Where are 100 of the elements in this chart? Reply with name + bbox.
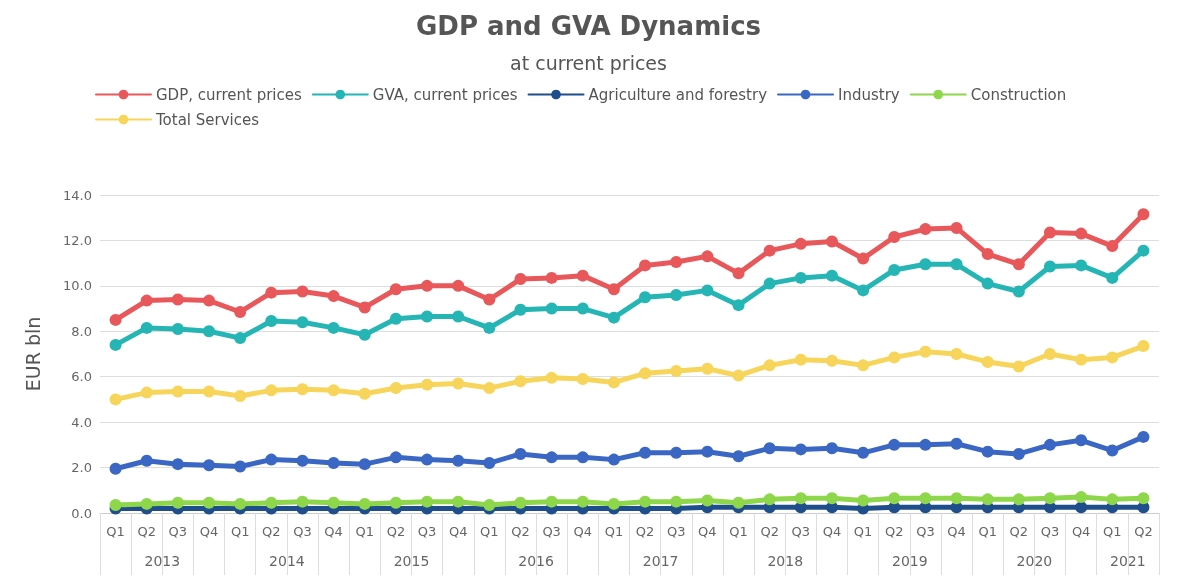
point	[1012, 447, 1025, 460]
point	[545, 495, 558, 508]
point	[732, 267, 745, 280]
point	[171, 293, 184, 306]
point	[607, 311, 620, 324]
x-tick-label: Q1	[853, 524, 873, 539]
point	[670, 288, 683, 301]
point	[950, 437, 963, 450]
x-tick-label: Q1	[1103, 524, 1122, 539]
point	[296, 285, 309, 298]
point	[514, 496, 527, 509]
x-tick-label: Q3	[168, 524, 188, 539]
point	[670, 495, 683, 508]
point	[607, 376, 620, 389]
point	[763, 277, 776, 290]
x-tick-label: Q2	[884, 524, 904, 539]
point	[639, 291, 652, 304]
point	[203, 325, 216, 338]
point	[919, 345, 932, 358]
point	[950, 221, 963, 234]
point	[1044, 348, 1056, 360]
point	[296, 495, 309, 508]
point	[1075, 259, 1088, 272]
x-tick-label: Q3	[293, 524, 312, 539]
x-tick-label: Q3	[1040, 524, 1060, 539]
point	[452, 279, 465, 292]
point	[140, 294, 153, 307]
point	[109, 462, 122, 475]
point	[888, 438, 901, 451]
x-tick-label: Q2	[262, 524, 281, 539]
point	[514, 273, 527, 286]
x-tick-label: Q2	[760, 524, 779, 539]
text: 2021	[1110, 553, 1146, 569]
point	[327, 384, 340, 397]
legend-label: Total Services	[155, 110, 260, 129]
text: 2020	[1016, 553, 1053, 569]
point	[763, 359, 776, 372]
point	[981, 445, 994, 458]
point	[1075, 501, 1088, 514]
y-tick-label: 2.0	[71, 460, 92, 476]
x-tick-label: Q1	[230, 524, 250, 539]
point	[514, 447, 527, 460]
x-tick-label: Q1	[729, 524, 748, 539]
point	[140, 386, 153, 399]
point	[234, 390, 247, 403]
y-tick-label: 10.0	[63, 278, 92, 294]
point	[576, 269, 589, 282]
point	[421, 495, 434, 508]
chart-title: GDP and GVA Dynamics	[415, 11, 762, 41]
text: 2013	[144, 553, 181, 569]
legend-label: GVA, current prices	[372, 85, 518, 104]
point	[1137, 430, 1150, 443]
point	[1106, 351, 1119, 364]
point	[732, 496, 745, 509]
point	[358, 301, 371, 314]
y-tick-label: 4.0	[71, 414, 92, 430]
x-tick-label: Q2	[1134, 524, 1153, 539]
y-tick-label: 6.0	[71, 369, 92, 385]
point	[576, 302, 589, 315]
point	[1075, 491, 1088, 504]
point	[857, 252, 870, 265]
text: 2014	[269, 553, 305, 569]
x-tick-label: Q4	[698, 524, 717, 539]
point	[981, 355, 994, 368]
legend-label: Construction	[970, 85, 1067, 104]
x-tick-label: Q3	[791, 524, 811, 539]
point	[1012, 493, 1025, 506]
point	[452, 454, 465, 467]
text: 2015	[393, 553, 430, 569]
point	[919, 223, 932, 236]
point	[857, 284, 870, 297]
point	[888, 351, 901, 364]
point	[545, 451, 558, 464]
point	[171, 496, 184, 509]
point	[888, 231, 901, 244]
text: 2016	[518, 553, 554, 569]
point	[296, 454, 309, 467]
point	[701, 362, 714, 375]
point	[1044, 492, 1056, 505]
x-tick-label: Q2	[635, 524, 655, 539]
point	[981, 493, 994, 506]
point	[639, 495, 652, 508]
point	[607, 283, 620, 296]
point	[732, 369, 745, 382]
point	[919, 438, 932, 451]
point	[701, 445, 714, 458]
point	[421, 310, 434, 323]
point	[358, 497, 371, 510]
x-tick-label: Q3	[417, 524, 437, 539]
y-tick-label: 8.0	[71, 323, 92, 339]
chart-subtitle: at current prices	[510, 51, 667, 74]
point	[234, 460, 247, 473]
x-tick-label: Q1	[106, 524, 125, 539]
point	[1012, 285, 1025, 298]
point	[421, 378, 434, 391]
point	[576, 372, 589, 385]
legend-label: GDP, current prices	[156, 85, 302, 104]
point	[514, 375, 527, 388]
x-tick-label: Q1	[355, 524, 375, 539]
point	[639, 367, 652, 380]
